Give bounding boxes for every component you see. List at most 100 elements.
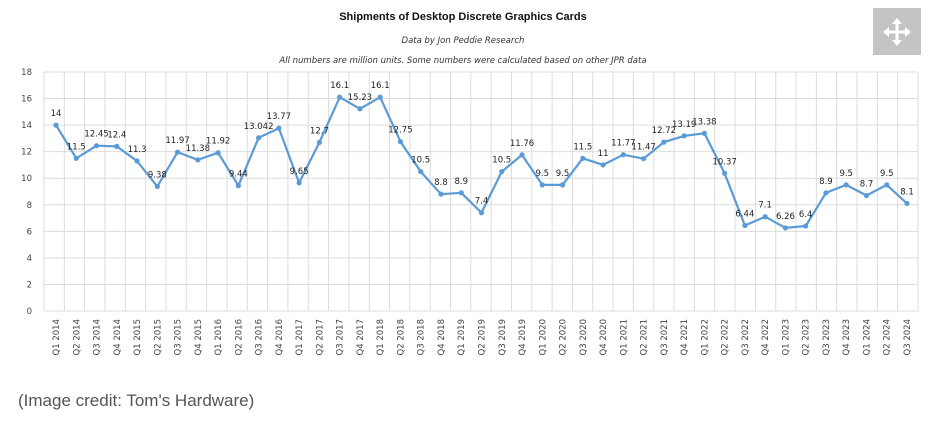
x-tick-label: Q2 2019 — [478, 319, 488, 355]
y-tick-label: 14 — [21, 121, 32, 131]
x-tick-label: Q4 2019 — [518, 319, 528, 355]
x-tick-label: Q2 2023 — [802, 319, 812, 355]
x-tick-label: Q2 2014 — [72, 319, 82, 355]
data-label: 11.76 — [510, 139, 534, 149]
data-point — [782, 225, 789, 231]
data-label: 6.44 — [735, 209, 754, 219]
data-point — [377, 94, 383, 100]
data-point — [357, 106, 363, 112]
data-point — [73, 155, 79, 161]
y-tick-label: 10 — [21, 174, 32, 184]
data-point — [539, 182, 545, 188]
x-tick-label: Q2 2018 — [396, 319, 406, 355]
data-label: 8.8 — [434, 178, 448, 188]
chart: Shipments of Desktop Discrete Graphics C… — [21, 11, 919, 355]
data-label: 13.38 — [692, 117, 716, 127]
x-tick-label: Q1 2021 — [619, 319, 629, 355]
data-label: 10.5 — [411, 156, 430, 166]
x-tick-label: Q4 2014 — [113, 319, 123, 355]
x-tick-label: Q4 2016 — [275, 319, 285, 355]
chart-svg: Shipments of Desktop Discrete Graphics C… — [21, 11, 919, 355]
data-label: 9.5 — [839, 169, 853, 179]
data-label: 11.5 — [67, 142, 86, 152]
data-label: 12.75 — [388, 126, 412, 136]
x-tick-label: Q1 2024 — [862, 319, 872, 355]
y-tick-label: 12 — [21, 148, 32, 158]
data-label: 7.4 — [475, 197, 489, 207]
data-point — [296, 180, 302, 186]
data-point — [499, 168, 505, 175]
data-label: 6.26 — [776, 212, 795, 222]
data-point — [843, 182, 849, 188]
x-tick-label: Q1 2018 — [376, 319, 386, 355]
chart-note: All numbers are million units. Some numb… — [278, 56, 646, 66]
data-label: 8.9 — [819, 177, 833, 187]
data-point — [863, 192, 870, 199]
x-tick-label: Q3 2014 — [93, 319, 103, 355]
data-label: 11.92 — [206, 137, 230, 147]
x-tick-label: Q4 2017 — [356, 319, 366, 355]
data-point — [823, 190, 829, 196]
data-label: 8.7 — [860, 179, 874, 189]
chart-title: Shipments of Desktop Discrete Graphics C… — [339, 11, 587, 23]
x-tick-label: Q3 2018 — [417, 319, 427, 355]
x-tick-label: Q2 2022 — [721, 319, 731, 355]
data-point — [256, 135, 262, 141]
data-point — [640, 156, 647, 162]
data-point — [93, 143, 100, 149]
x-tick-label: Q3 2021 — [660, 319, 670, 355]
data-label: 14 — [51, 109, 62, 119]
x-tick-label: Q1 2022 — [700, 319, 710, 355]
x-tick-label: Q3 2024 — [903, 319, 913, 355]
y-tick-label: 2 — [27, 280, 32, 290]
data-label: 9.38 — [148, 170, 167, 180]
data-point — [762, 214, 768, 220]
x-tick-label: Q1 2019 — [457, 319, 467, 355]
data-label: 10.5 — [492, 156, 511, 166]
x-tick-label: Q2 2016 — [234, 319, 244, 355]
data-point — [53, 122, 59, 128]
data-label: 9.5 — [556, 169, 570, 179]
x-tick-label: Q1 2016 — [214, 319, 224, 355]
data-point — [701, 130, 707, 136]
data-point — [215, 150, 221, 156]
data-point — [681, 133, 687, 139]
data-point — [478, 210, 485, 216]
data-point — [438, 191, 444, 197]
data-label: 16.1 — [330, 81, 349, 91]
x-tick-label: Q4 2020 — [599, 319, 609, 355]
data-point — [154, 183, 160, 190]
data-point — [134, 158, 140, 164]
data-label: 13.042 — [244, 122, 274, 132]
y-tick-label: 8 — [27, 201, 32, 211]
x-tick-label: Q2 2020 — [559, 319, 569, 355]
data-point — [904, 200, 910, 207]
data-label: 13.19 — [672, 120, 696, 130]
x-tick-label: Q1 2017 — [295, 319, 305, 355]
x-tick-label: Q3 2016 — [255, 319, 265, 355]
data-label: 16.1 — [371, 81, 390, 91]
data-point — [559, 182, 566, 188]
x-tick-label: Q3 2022 — [741, 319, 751, 355]
x-tick-label: Q2 2024 — [883, 319, 893, 355]
chart-subtitle: Data by Jon Peddie Research — [402, 36, 525, 46]
x-tick-label: Q4 2021 — [680, 319, 690, 355]
data-label: 11.3 — [128, 145, 147, 155]
data-point — [742, 222, 748, 229]
data-label: 9.65 — [290, 167, 309, 177]
data-point — [884, 182, 890, 188]
data-point — [600, 162, 606, 168]
y-tick-label: 0 — [27, 307, 32, 317]
y-tick-label: 4 — [27, 254, 32, 264]
data-label: 11.47 — [631, 143, 655, 153]
expand-button[interactable] — [873, 8, 921, 55]
data-point — [235, 183, 241, 189]
data-point — [458, 190, 464, 196]
data-label: 8.1 — [900, 187, 914, 197]
x-tick-label: Q1 2023 — [781, 319, 791, 355]
data-point — [580, 155, 586, 161]
data-point — [337, 94, 343, 100]
x-tick-label: Q1 2020 — [538, 319, 548, 355]
x-tick-label: Q3 2023 — [822, 319, 832, 355]
x-tick-label: Q3 2019 — [498, 319, 508, 355]
